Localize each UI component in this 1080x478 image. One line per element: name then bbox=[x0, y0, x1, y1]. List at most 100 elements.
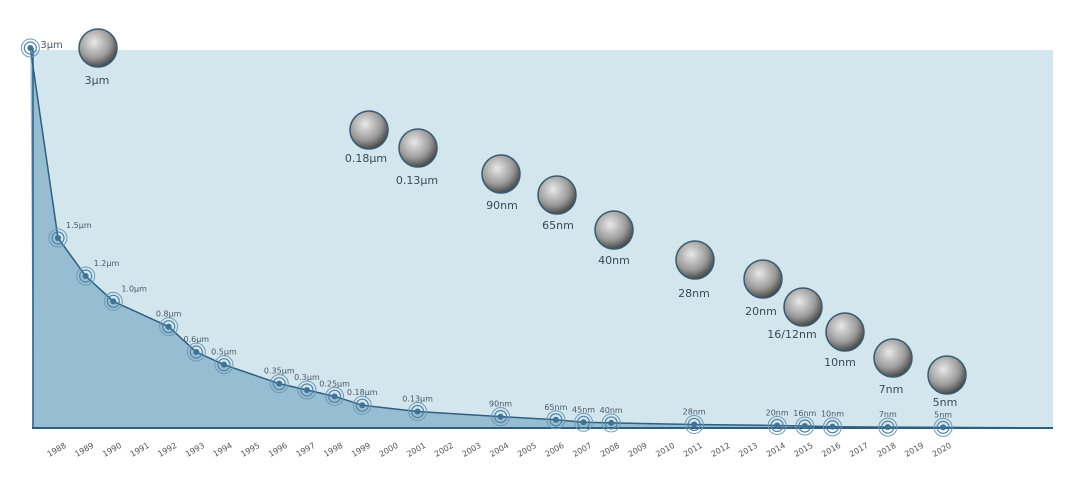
node-thumbnail: 0.13μm bbox=[396, 128, 438, 187]
data-point: 45nm bbox=[572, 405, 595, 432]
x-tick-label: 2013 bbox=[737, 441, 759, 459]
data-label: 0.13μm bbox=[402, 395, 433, 404]
marker-dot bbox=[580, 419, 587, 426]
data-point: 3μm bbox=[20, 38, 63, 58]
marker-ring bbox=[106, 294, 120, 308]
data-label: 0.5μm bbox=[211, 348, 237, 357]
marker-ring bbox=[936, 420, 950, 434]
marker-dot bbox=[940, 424, 947, 431]
micrograph-image bbox=[398, 128, 438, 168]
node-thumbnail: 3μm bbox=[78, 28, 118, 87]
marker-dot bbox=[497, 413, 504, 420]
x-tick-label: 2008 bbox=[599, 441, 621, 459]
x-tick-label: 1995 bbox=[239, 441, 261, 459]
marker-ring bbox=[23, 41, 37, 55]
marker-ring bbox=[186, 342, 206, 362]
marker-ring bbox=[878, 417, 898, 437]
node-thumbnail: 5nm bbox=[927, 355, 967, 409]
marker-ring bbox=[355, 398, 369, 412]
data-label: 45nm bbox=[572, 405, 595, 414]
thumbnail-label: 3μm bbox=[85, 74, 110, 87]
x-tick-label: 1992 bbox=[156, 441, 178, 459]
data-point: 0.8μm bbox=[156, 310, 182, 337]
micrograph-image bbox=[349, 110, 389, 150]
data-label: 40nm bbox=[600, 406, 623, 415]
marker-dot bbox=[884, 424, 891, 431]
marker-dot bbox=[608, 419, 615, 426]
data-point: 0.13μm bbox=[402, 395, 433, 422]
node-thumbnail: 7nm bbox=[873, 338, 913, 396]
marker-ring bbox=[214, 355, 234, 375]
x-tick-label: 2014 bbox=[765, 441, 787, 459]
data-label: 28nm bbox=[683, 407, 706, 416]
data-point: 0.18μm bbox=[347, 388, 378, 415]
x-tick-label: 1999 bbox=[350, 441, 372, 459]
marker-ring bbox=[79, 269, 93, 283]
data-point: 1.0μm bbox=[103, 284, 147, 311]
marker-ring bbox=[76, 266, 96, 286]
marker-ring bbox=[549, 413, 563, 427]
marker-ring bbox=[51, 231, 65, 245]
data-point: 7nm bbox=[878, 410, 898, 437]
marker-ring bbox=[162, 320, 176, 334]
marker-dot bbox=[220, 361, 227, 368]
x-tick-label: 1991 bbox=[129, 441, 151, 459]
marker-ring bbox=[822, 417, 842, 437]
marker-ring bbox=[684, 414, 704, 434]
x-tick-label: 2000 bbox=[378, 441, 400, 459]
x-tick-label: 1988 bbox=[46, 441, 68, 459]
marker-dot bbox=[691, 421, 698, 428]
micrograph-image bbox=[873, 338, 913, 378]
data-label: 7nm bbox=[879, 410, 897, 419]
marker-ring bbox=[189, 345, 203, 359]
data-point: 5nm bbox=[933, 410, 953, 437]
x-tick-label: 2011 bbox=[682, 441, 704, 459]
marker-dot bbox=[303, 387, 310, 393]
x-tick-label: 2007 bbox=[571, 441, 593, 459]
marker-ring bbox=[272, 377, 286, 391]
marker-dot bbox=[331, 393, 338, 400]
marker-ring bbox=[767, 415, 787, 435]
data-label: 0.18μm bbox=[347, 388, 378, 397]
marker-ring bbox=[576, 415, 591, 429]
x-tick-label: 1996 bbox=[267, 441, 289, 459]
x-tick-label: 2020 bbox=[931, 441, 953, 459]
marker-ring bbox=[933, 417, 953, 437]
marker-dot bbox=[110, 298, 117, 305]
area-fill bbox=[30, 48, 1053, 428]
marker-ring bbox=[300, 383, 314, 397]
data-point: 65nm bbox=[544, 403, 568, 430]
x-tick-label: 2009 bbox=[627, 441, 649, 459]
node-thumbnail: 40nm bbox=[594, 210, 634, 267]
x-tick-label: 2006 bbox=[544, 441, 566, 459]
data-point: 90nm bbox=[489, 400, 512, 427]
data-label: 0.3μm bbox=[294, 373, 320, 382]
micrograph-image bbox=[783, 287, 823, 327]
marker-dot bbox=[82, 273, 89, 279]
marker-ring bbox=[795, 416, 815, 436]
marker-ring bbox=[269, 374, 289, 394]
x-tick-label: 2002 bbox=[433, 441, 455, 459]
marker-dot bbox=[193, 349, 200, 355]
data-point: 20nm bbox=[766, 408, 789, 435]
marker-dot bbox=[55, 235, 61, 241]
x-tick-label: 2003 bbox=[461, 441, 483, 459]
thumbnail-label: 7nm bbox=[879, 383, 904, 396]
x-tick-label: 1990 bbox=[101, 441, 123, 459]
marker-ring bbox=[493, 410, 508, 424]
micrograph-image bbox=[78, 28, 118, 68]
x-tick-label: 2012 bbox=[710, 441, 732, 459]
marker-ring bbox=[574, 412, 594, 432]
marker-dot bbox=[414, 408, 421, 415]
x-tick-label: 1993 bbox=[184, 441, 206, 459]
marker-ring bbox=[103, 291, 123, 311]
node-thumbnail: 0.18μm bbox=[345, 110, 389, 165]
marker-ring bbox=[491, 407, 511, 427]
marker-ring bbox=[297, 380, 317, 400]
node-thumbnail: 16/12nm bbox=[767, 287, 823, 341]
node-thumbnail: 65nm bbox=[537, 175, 577, 232]
x-tick-label: 2005 bbox=[516, 441, 538, 459]
micrograph-image bbox=[825, 312, 865, 352]
data-point: 16nm bbox=[793, 409, 817, 436]
data-label: 20nm bbox=[766, 408, 789, 417]
